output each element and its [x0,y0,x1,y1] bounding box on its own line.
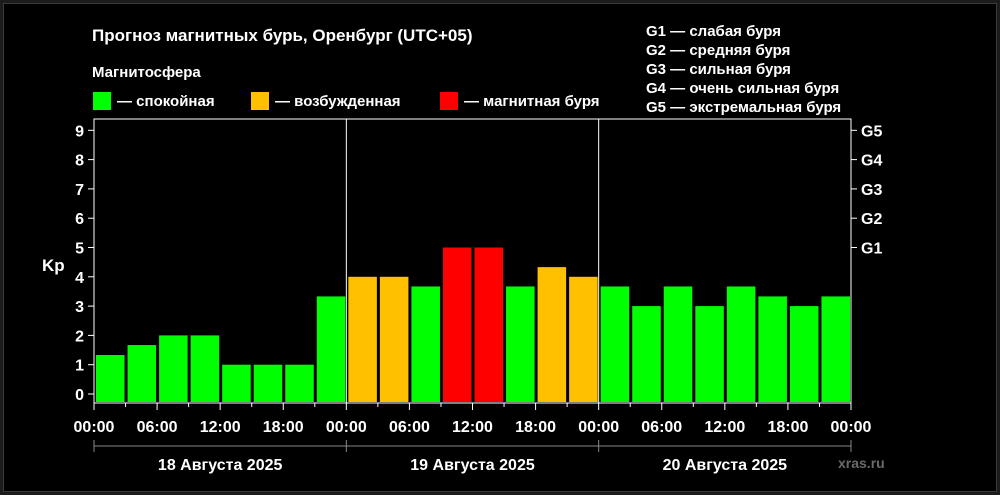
x-tick-label: 18:00 [263,419,304,436]
x-tick-label: 12:00 [200,419,241,436]
y-tick-label: 3 [75,299,84,316]
magnetosphere-title: Магнитосфера [92,64,201,81]
plot-area [93,118,852,404]
y-tick-label: 6 [75,211,84,228]
kp-bar [537,267,567,402]
legend-active: — возбужденная [251,92,401,110]
x-tick-label: 12:00 [704,419,745,436]
kp-bar [695,306,724,402]
x-tick-label: 06:00 [137,419,178,436]
day-label: 20 Августа 2025 [663,457,788,474]
kp-bar [190,335,220,402]
g-scale-g2: G2 — средняя буря [646,42,791,59]
g-tick-label: G5 [861,123,882,140]
g-scale-g1: G1 — слабая буря [646,23,782,40]
kp-bar [222,364,251,402]
kp-bar [821,296,850,402]
legend-storm: — магнитная буря [440,92,600,110]
y-tick-label: 9 [75,123,84,140]
kp-bar [758,296,787,402]
kp-bar [506,286,535,402]
kp-bar [348,276,377,402]
day-label: 18 Августа 2025 [158,457,283,474]
x-tick-label: 00:00 [831,419,872,436]
g-tick-label: G3 [861,182,882,199]
kp-bar [127,345,157,402]
x-tick-label: 12:00 [452,419,493,436]
kp-bar [159,335,188,402]
kp-bar [474,247,504,402]
y-tick-label: 0 [75,387,84,404]
x-tick-label: 00:00 [578,419,619,436]
legend-label-quiet: — спокойная [117,92,215,110]
y-tick-label: 7 [75,182,84,199]
day-label: 19 Августа 2025 [410,457,535,474]
kp-bar [600,286,630,402]
g-scale-legend: G1 — слабая буря G2 — средняя буря G3 — … [646,22,841,117]
x-tick-label: 18:00 [515,419,556,436]
kp-bar [789,306,819,402]
kp-bar [285,364,314,402]
kp-bar [663,286,693,402]
watermark: xras.ru [838,455,885,471]
x-tick-label: 00:00 [326,419,367,436]
g-tick-label: G2 [861,211,882,228]
y-tick-label: 4 [75,270,84,287]
y-axis-label: Kp [42,256,65,275]
legend-swatch-storm [440,92,458,110]
kp-bar [726,286,756,402]
x-tick-label: 18:00 [767,419,808,436]
g-tick-label: G4 [861,153,882,170]
legend-quiet: — спокойная [93,92,215,110]
legend-label-active: — возбужденная [275,92,401,110]
y-tick-label: 8 [75,153,84,170]
g-tick-label: G1 [861,241,882,258]
kp-bar [411,286,440,402]
kp-bar [569,276,598,402]
g-scale-g3: G3 — сильная буря [646,61,791,78]
y-tick-label: 5 [75,241,84,258]
kp-bar [632,306,661,402]
kp-bar [96,355,125,402]
g-scale-g4: G4 — очень сильная буря [646,80,840,97]
kp-bar [316,296,346,402]
chart-title: Прогноз магнитных бурь, Оренбург (UTC+05… [92,26,473,45]
legend-swatch-quiet [93,92,111,110]
y-tick-label: 2 [75,328,84,345]
kp-bar [442,247,472,402]
x-tick-label: 00:00 [74,419,115,436]
g-scale-g5: G5 — экстремальная буря [646,99,842,116]
x-tick-label: 06:00 [389,419,430,436]
legend-label-storm: — магнитная буря [464,92,600,110]
kp-bar [379,276,409,402]
legend-swatch-active [251,92,269,110]
kp-bar [253,364,283,402]
x-tick-label: 06:00 [641,419,682,436]
y-tick-label: 1 [75,358,84,375]
